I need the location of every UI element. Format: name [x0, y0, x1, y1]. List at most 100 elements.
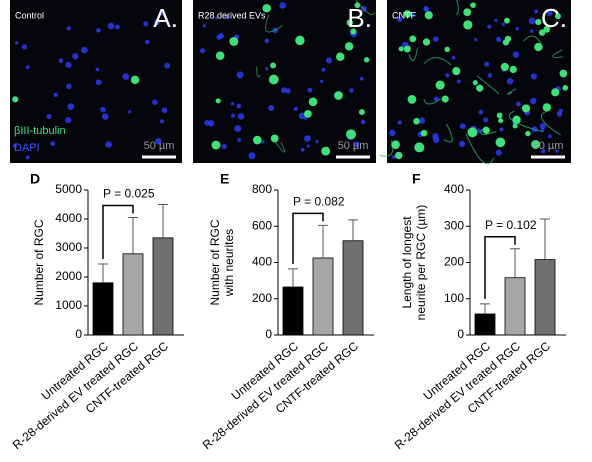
soma — [500, 62, 509, 71]
y-axis-label: neurite per RGC (µm) — [414, 205, 428, 321]
nucleus — [145, 39, 150, 45]
y-tick-label: 200 — [252, 291, 272, 305]
soma — [336, 52, 345, 61]
y-tick-label: 1000 — [55, 298, 82, 312]
soma — [444, 46, 450, 53]
soma — [441, 95, 449, 103]
soma — [413, 118, 420, 125]
nucleus — [285, 88, 291, 94]
soma — [346, 129, 356, 140]
nucleus — [506, 78, 514, 85]
soma — [414, 142, 425, 153]
nucleus — [293, 106, 298, 111]
soma — [472, 80, 478, 86]
soma — [229, 36, 239, 46]
soma — [435, 80, 445, 90]
y-axis-label: with neurites — [222, 229, 236, 297]
y-axis-label: Length of longest — [400, 216, 414, 309]
error-bar — [348, 219, 358, 241]
soma — [562, 84, 569, 91]
bar — [282, 286, 304, 336]
nucleus — [389, 129, 396, 137]
soma — [542, 103, 552, 112]
nucleus — [433, 96, 439, 102]
nucleus — [154, 18, 161, 26]
bar — [152, 237, 174, 336]
soma — [334, 91, 343, 100]
neurite — [423, 98, 442, 105]
nucleus — [237, 113, 245, 120]
soma — [350, 28, 357, 35]
nucleus — [268, 105, 275, 112]
nucleus — [25, 65, 30, 70]
nucleus — [281, 87, 288, 94]
nucleus — [411, 13, 415, 17]
nucleus — [115, 24, 120, 30]
scale-label: 50 µm — [144, 140, 175, 152]
y-tick-label: 3000 — [55, 240, 82, 254]
nucleus — [65, 117, 72, 124]
soma — [476, 84, 484, 92]
y-axis-label: Number of RGC — [208, 219, 222, 305]
nucleus — [319, 79, 324, 83]
neurite — [408, 47, 418, 61]
micrograph — [387, 0, 571, 163]
nucleus — [558, 108, 563, 113]
scale-label: 50 µm — [533, 140, 564, 152]
nucleus — [307, 87, 313, 93]
x-tick-label: R-28-derived EV treated RGC — [392, 339, 523, 452]
soma — [407, 94, 417, 104]
nucleus — [221, 144, 227, 150]
soma — [502, 39, 509, 46]
soma — [215, 98, 221, 104]
neurite — [465, 133, 495, 165]
nucleus — [396, 16, 403, 23]
p-value: P = 0.025 — [103, 187, 155, 201]
nucleus — [21, 44, 28, 50]
soma — [535, 18, 542, 26]
nucleus — [105, 141, 112, 148]
nucleus — [548, 134, 552, 139]
nucleus — [445, 73, 450, 78]
neurite — [272, 139, 286, 153]
soma — [538, 29, 546, 36]
soma — [403, 45, 411, 53]
soma — [308, 97, 318, 107]
soma — [270, 134, 279, 143]
nucleus — [234, 125, 242, 133]
bar — [122, 253, 144, 336]
nucleus — [315, 140, 319, 144]
nucleus — [512, 51, 520, 58]
nucleus — [15, 41, 19, 45]
panel-letter: F — [412, 171, 421, 187]
y-tick-label: 400 — [252, 255, 272, 269]
error-bar — [98, 263, 108, 283]
soma — [354, 2, 361, 9]
nucleus — [102, 113, 109, 120]
image-label: CNTF — [392, 10, 416, 20]
soma — [525, 130, 531, 137]
soma — [512, 115, 521, 124]
neurite — [455, 0, 459, 16]
nucleus — [128, 110, 132, 114]
nucleus — [155, 137, 162, 145]
neurite — [523, 35, 543, 45]
soma — [470, 2, 476, 8]
soma — [395, 151, 403, 160]
soma — [262, 4, 271, 13]
micrograph — [193, 0, 376, 163]
soma — [554, 13, 561, 20]
nucleus — [152, 99, 158, 105]
neurite — [552, 49, 563, 58]
soma — [270, 62, 277, 69]
nucleus — [160, 119, 165, 124]
soma — [321, 146, 331, 156]
soma — [482, 126, 490, 134]
y-tick-label: 400 — [444, 182, 464, 196]
soma — [295, 35, 305, 46]
nucleus — [397, 120, 402, 125]
nucleus — [530, 97, 537, 105]
nucleus — [12, 143, 18, 148]
soma — [559, 69, 568, 78]
nucleus — [459, 123, 466, 129]
